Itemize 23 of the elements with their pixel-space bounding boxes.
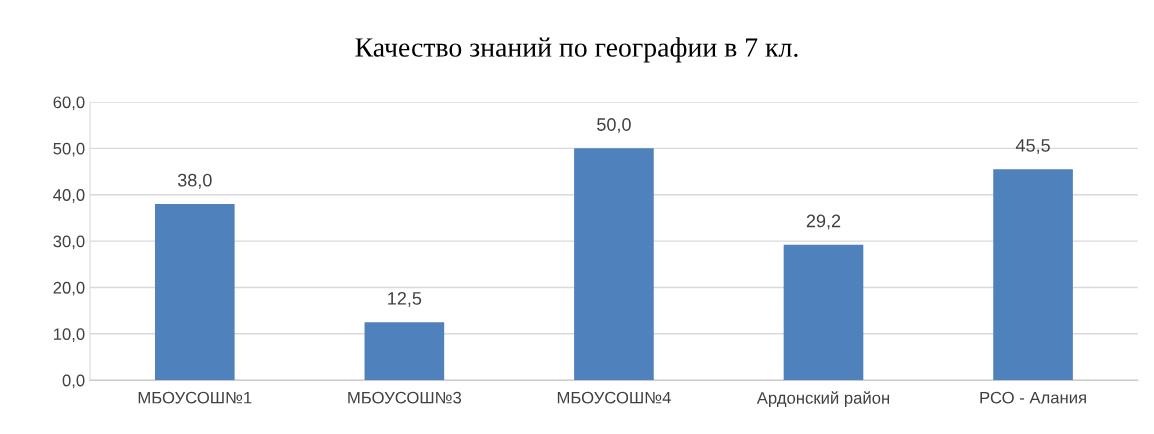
bar (783, 244, 864, 381)
bar (574, 148, 654, 381)
x-tick-label: МБОУСОШ№4 (557, 391, 671, 404)
x-tick-label: МБОУСОШ№3 (348, 391, 462, 404)
x-tick-label: Ардонский район (756, 391, 890, 408)
y-tick-label: 60,0 (53, 96, 85, 111)
y-tick-label: 50,0 (53, 142, 85, 157)
y-tick-label: 10,0 (53, 328, 85, 342)
bar (154, 203, 235, 381)
data-label: 12,5 (388, 291, 422, 307)
y-tick-label: 0,0 (62, 374, 85, 389)
data-label: 50,0 (597, 118, 631, 134)
data-label: 38,0 (177, 173, 212, 189)
x-tick-label: МБОУСОШ№1 (138, 391, 252, 404)
chart-title: Качество знаний по географии в 7 кл. (355, 37, 798, 63)
y-tick-label: 40,0 (53, 189, 85, 203)
y-tick-label: 30,0 (53, 235, 85, 250)
y-tick-label: 20,0 (53, 281, 85, 296)
bar (364, 322, 445, 381)
bar (993, 169, 1073, 381)
data-label: 29,2 (806, 214, 841, 230)
data-label: 45,5 (1015, 139, 1050, 154)
x-tick-label: РСО - Алания (980, 391, 1086, 404)
